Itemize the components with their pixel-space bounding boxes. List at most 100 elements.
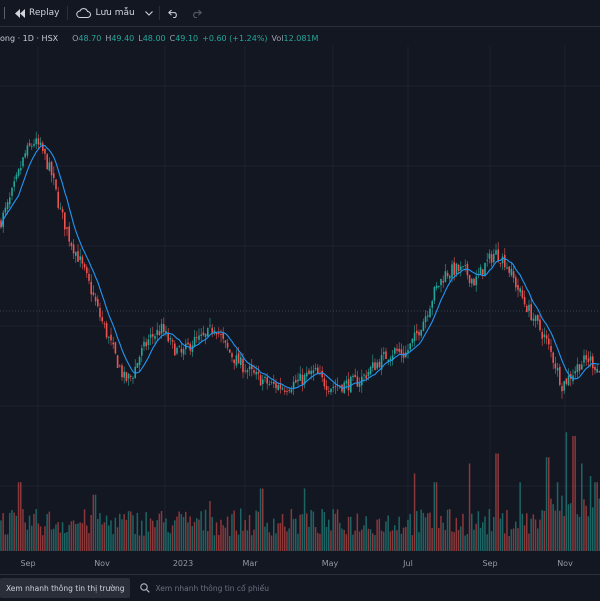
volume-bar	[420, 509, 422, 551]
candle-body	[589, 356, 592, 361]
overflow-indicator[interactable]	[0, 0, 9, 26]
volume-bar	[0, 520, 2, 551]
volume-bar	[407, 519, 409, 551]
candle-body	[169, 338, 172, 340]
volume-bar	[213, 535, 216, 551]
volume-bar	[550, 498, 552, 551]
volume-bar	[468, 463, 471, 551]
stock-search-input[interactable]: Xem nhanh thông tin cổ phiếu	[155, 583, 269, 593]
volume-bar	[303, 488, 306, 551]
market-overview-button[interactable]: Xem nhanh thông tin thị trường	[0, 578, 131, 598]
save-template-dropdown[interactable]	[141, 0, 157, 26]
candle-body	[114, 342, 117, 354]
candle-body	[101, 317, 103, 322]
candle-body	[495, 250, 497, 255]
candle-body	[198, 335, 200, 340]
ohlc-low: L48.00	[138, 33, 166, 43]
candle-body	[323, 378, 326, 387]
volume-bar	[97, 519, 99, 551]
candle-body	[108, 336, 110, 338]
candle-body	[77, 251, 79, 262]
volume-bar	[165, 518, 167, 551]
candle-body	[435, 285, 438, 289]
volume-bar	[310, 510, 312, 551]
save-template-button[interactable]: Lưu mẫu	[70, 0, 140, 26]
candle-body	[37, 138, 40, 145]
candle-body	[301, 374, 304, 385]
price-chart[interactable]: Sep Nov 2023 Mar May Jul Sep Nov	[0, 46, 600, 574]
volume-bar	[132, 515, 134, 551]
volume-bar	[229, 535, 231, 551]
candle-body	[475, 276, 477, 286]
volume-bar	[345, 534, 348, 551]
volume-bar	[295, 518, 297, 551]
candle-body	[504, 254, 506, 268]
candle-body	[94, 296, 97, 302]
volume-bar	[482, 522, 484, 551]
candle-body	[281, 388, 284, 390]
volume-bar	[594, 482, 596, 551]
volume-bar	[479, 527, 482, 551]
candle-body	[154, 336, 156, 339]
candle-body	[299, 373, 301, 381]
candle-body	[438, 285, 440, 287]
volume-bar	[125, 519, 128, 551]
candle-body	[44, 149, 46, 154]
candle-body	[266, 377, 268, 384]
volume-bar	[396, 530, 398, 551]
volume-bar	[321, 509, 323, 551]
volume-bar	[339, 522, 341, 551]
volume-bar	[413, 473, 416, 551]
candle-body	[132, 377, 134, 379]
volume-bar	[442, 522, 444, 551]
stock-search[interactable]: Xem nhanh thông tin cổ phiếu	[140, 583, 269, 593]
volume-bar	[147, 531, 150, 551]
volume-bar	[26, 529, 29, 551]
candle-body	[519, 288, 521, 293]
candle-body	[526, 305, 528, 312]
candle-body	[152, 334, 154, 337]
time-axis-label: Sep	[20, 559, 35, 568]
top-toolbar: Replay Lưu mẫu	[0, 0, 600, 27]
volume-bar	[541, 510, 543, 551]
candle-body	[354, 374, 356, 378]
volume-bar	[79, 522, 81, 551]
candle-body	[286, 391, 288, 393]
volume-bar	[215, 522, 218, 551]
candle-body	[264, 376, 266, 378]
undo-icon	[167, 9, 179, 18]
volume-bar	[55, 524, 57, 551]
volume-bar	[37, 523, 40, 551]
volume-bar	[200, 511, 202, 551]
candle-body	[561, 386, 563, 392]
candle-body	[334, 386, 337, 388]
candle-body	[196, 337, 198, 339]
volume-bar	[268, 532, 271, 551]
candle-body	[420, 330, 422, 336]
volume-bar	[521, 513, 524, 551]
candle-body	[556, 367, 559, 371]
candle-body	[385, 351, 387, 360]
candle-body	[303, 374, 306, 385]
candle-body	[130, 375, 132, 377]
candle-body	[453, 262, 455, 275]
undo-button[interactable]	[162, 0, 185, 26]
candle-body	[61, 209, 64, 213]
volume-bar	[163, 522, 165, 551]
replay-button[interactable]: Replay	[9, 0, 65, 26]
volume-bar	[259, 488, 262, 551]
candle-body	[268, 384, 271, 385]
divider-mark	[4, 7, 5, 19]
candle-body	[20, 168, 22, 171]
candle-body	[471, 278, 473, 284]
volume-bar	[24, 522, 26, 551]
candle-body	[583, 355, 585, 363]
volume-bar	[237, 534, 240, 551]
volume-bar	[242, 530, 244, 551]
candle-body	[508, 266, 510, 273]
volume-bar	[556, 482, 559, 551]
volume-bar	[508, 535, 510, 551]
redo-button[interactable]	[185, 0, 208, 26]
candle-body	[180, 348, 183, 353]
volume-bar	[108, 525, 110, 551]
